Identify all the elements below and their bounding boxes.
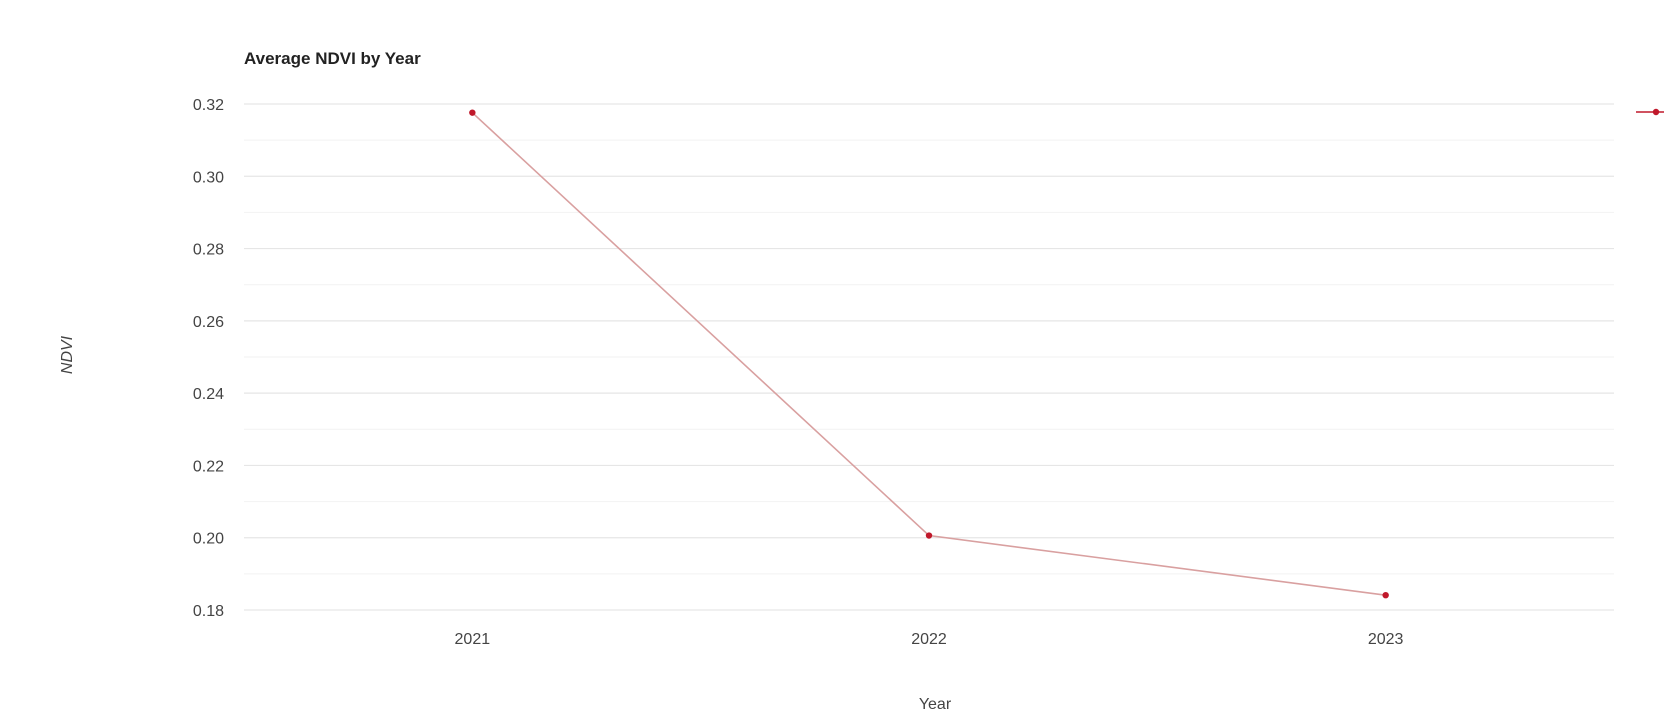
y-tick-label: 0.20 — [193, 531, 224, 548]
data-point[interactable] — [469, 109, 476, 116]
series-layer — [469, 109, 1389, 599]
y-tick-label: 0.32 — [193, 97, 224, 114]
x-axis-label: Year — [919, 696, 952, 711]
y-tick-label: 0.18 — [193, 603, 224, 620]
x-tick-label: 2023 — [1368, 631, 1404, 648]
x-tick-label: 2021 — [455, 631, 491, 648]
y-tick-label: 0.22 — [193, 458, 224, 475]
y-tick-label: 0.24 — [193, 386, 224, 403]
data-point[interactable] — [1382, 591, 1389, 599]
legend-marker-swatch — [1652, 108, 1660, 116]
x-tick-label: 2022 — [911, 631, 947, 648]
y-tick-labels: 0.32 0.30 0.28 0.26 0.24 0.22 0.20 0.18 — [193, 97, 224, 620]
chart-title: Average NDVI by Year — [244, 49, 421, 68]
y-tick-label: 0.28 — [193, 242, 224, 259]
series-line — [471, 112, 1386, 596]
y-tick-label: 0.30 — [193, 169, 224, 186]
y-axis-label: NDVI — [59, 335, 76, 374]
y-tick-label: 0.26 — [193, 314, 224, 331]
legend[interactable] — [1636, 108, 1664, 116]
data-point[interactable] — [925, 532, 933, 539]
x-tick-labels: 2021 2022 2023 — [455, 631, 1404, 648]
